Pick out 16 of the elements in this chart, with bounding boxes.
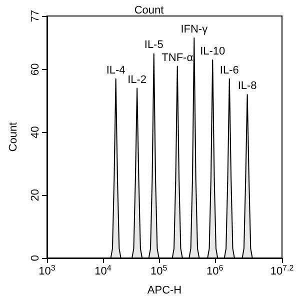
- annotation: IFN-γ: [180, 24, 208, 36]
- y-axis-title: Count: [8, 122, 20, 152]
- y-tick-label: 77: [30, 10, 42, 22]
- annotation: TNF-α: [162, 52, 194, 64]
- annotation: IL-2: [128, 74, 147, 86]
- y-tick-label: 20: [30, 189, 42, 202]
- annotation: IL-10: [200, 46, 226, 58]
- y-tick-label: 0: [30, 254, 42, 262]
- annotation: IL-5: [144, 39, 164, 52]
- x-axis-title: APC-H: [147, 284, 182, 296]
- y-tick-label: 40: [30, 126, 42, 138]
- annotation: IL-8: [238, 80, 257, 92]
- annotation: IL-4: [106, 64, 126, 76]
- y-tick-label: 60: [30, 63, 42, 76]
- annotation: IL-6: [220, 64, 239, 76]
- chart-title: Count: [134, 4, 164, 16]
